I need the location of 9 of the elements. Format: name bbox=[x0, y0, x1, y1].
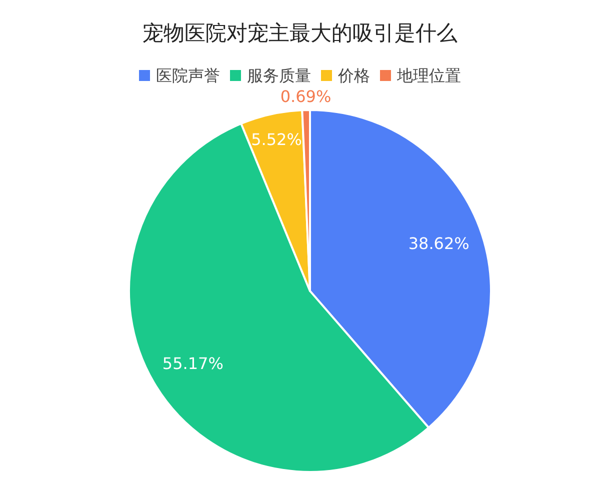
legend-label: 价格 bbox=[337, 66, 370, 85]
data-label: 5.52% bbox=[251, 130, 302, 149]
chart-title: 宠物医院对宠主最大的吸引是什么 bbox=[142, 21, 458, 45]
data-label: 38.62% bbox=[408, 234, 470, 253]
legend-label: 医院声誉 bbox=[156, 66, 220, 85]
legend-label: 服务质量 bbox=[247, 66, 311, 85]
data-label: 0.69% bbox=[280, 87, 332, 106]
data-label: 55.17% bbox=[162, 354, 224, 374]
legend-label: 地理位置 bbox=[396, 66, 461, 85]
